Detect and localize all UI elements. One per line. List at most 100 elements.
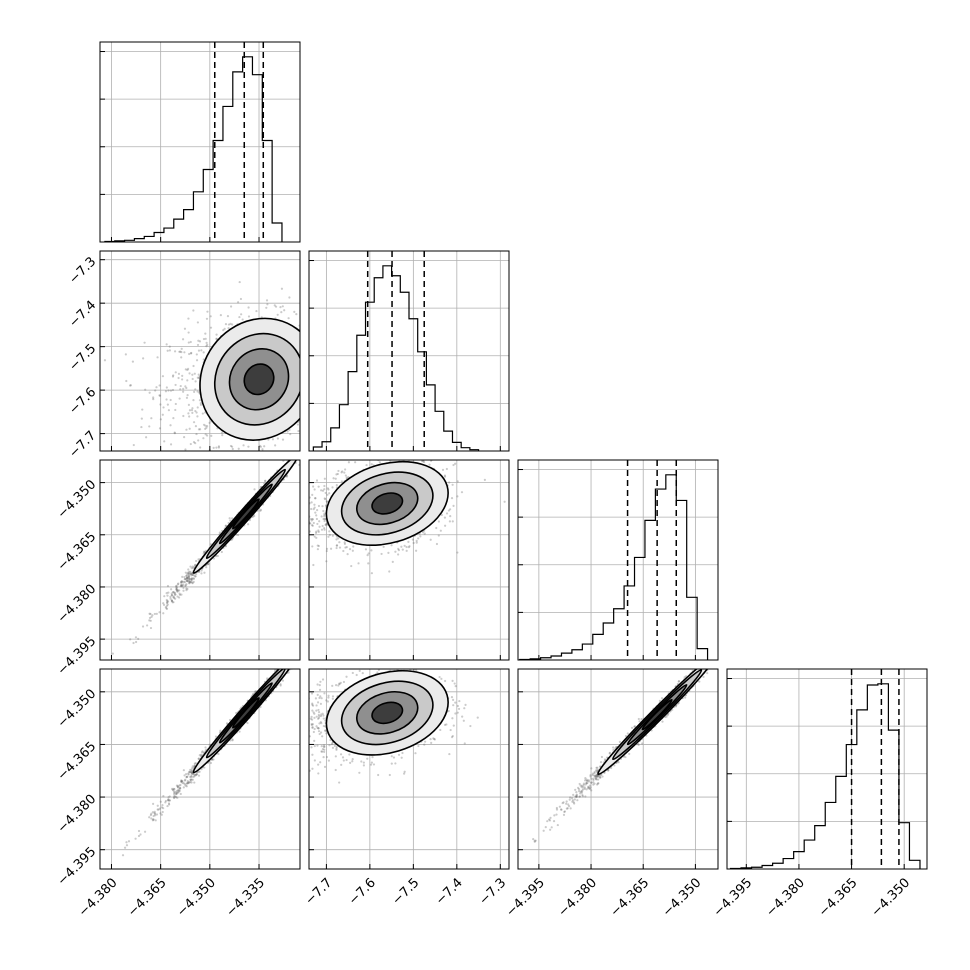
sample-point [192, 421, 196, 424]
sample-point [405, 549, 408, 552]
sample-point [315, 401, 317, 403]
sample-point [293, 502, 295, 504]
sample-point [202, 337, 206, 341]
sample-point [300, 445, 302, 447]
sample-point [190, 578, 193, 581]
sample-point [169, 443, 173, 446]
sample-point [315, 390, 317, 392]
sample-point [296, 457, 298, 459]
sample-point [429, 538, 432, 541]
sample-point [183, 351, 186, 354]
sample-point [302, 438, 304, 440]
sample-point [293, 310, 296, 313]
y-tick-label: −4.365 [55, 529, 100, 574]
sample-point [154, 389, 157, 392]
sample-point [187, 574, 190, 578]
sample-point [276, 437, 279, 440]
sample-point [184, 571, 187, 574]
sample-point [236, 301, 240, 304]
sample-point [181, 338, 185, 341]
sample-point [190, 579, 193, 582]
sample-point [224, 322, 228, 326]
sample-point [140, 425, 143, 429]
sample-point [193, 390, 196, 393]
sample-point [449, 514, 452, 518]
sample-point [313, 488, 316, 491]
sample-point [287, 522, 289, 524]
panel-2-2 [517, 459, 719, 661]
sample-point [264, 479, 267, 482]
sample-point [324, 491, 327, 495]
sample-point [164, 390, 168, 393]
sample-point [219, 314, 222, 317]
sample-point [175, 589, 179, 592]
sample-point [189, 570, 192, 574]
sample-point [271, 509, 273, 511]
sample-point [175, 586, 178, 589]
sample-point [286, 495, 288, 497]
sample-point [205, 426, 208, 429]
sample-point [303, 521, 305, 523]
sample-point [187, 572, 190, 575]
sample-point [189, 580, 193, 584]
sample-point [172, 374, 175, 377]
sample-point [186, 577, 189, 580]
sample-point [302, 343, 304, 345]
sample-point [205, 345, 208, 348]
sample-point [298, 457, 300, 459]
sample-point [338, 541, 341, 544]
sample-point [191, 565, 194, 568]
sample-point [303, 525, 305, 527]
sample-point [300, 442, 302, 444]
sample-point [158, 611, 161, 614]
panel-frame [99, 41, 301, 243]
sample-point [178, 350, 181, 353]
sample-point [321, 360, 323, 362]
sample-point [178, 787, 181, 790]
sample-point [300, 381, 302, 383]
sample-point [192, 574, 195, 577]
sample-point [344, 468, 347, 471]
sample-point [283, 488, 285, 490]
sample-point [173, 431, 176, 434]
sample-point [212, 557, 216, 560]
sample-point [165, 598, 168, 602]
sample-point [315, 404, 317, 406]
sample-point [304, 375, 306, 377]
sample-point [199, 428, 202, 431]
sample-point [297, 453, 299, 455]
sample-point [152, 396, 155, 399]
sample-point [280, 287, 284, 290]
sample-point [229, 305, 233, 308]
sample-point [203, 571, 206, 574]
sample-point [174, 597, 177, 600]
sample-point [311, 361, 313, 363]
sample-point [268, 452, 270, 454]
density-0-3 [121, 669, 300, 857]
sample-point [187, 571, 190, 574]
sample-point [284, 529, 286, 531]
sample-point [188, 577, 191, 580]
sample-point [304, 412, 306, 414]
sample-point [218, 531, 221, 534]
sample-point [328, 384, 330, 386]
sample-point [170, 599, 173, 603]
sample-point [456, 495, 459, 498]
sample-point [323, 519, 326, 523]
sample-point [170, 599, 173, 602]
sample-point [125, 379, 128, 383]
sample-point [435, 526, 438, 530]
sample-point [167, 591, 170, 594]
sample-point [297, 498, 299, 500]
sample-point [253, 514, 256, 518]
sample-point [302, 395, 304, 397]
sample-point [323, 512, 326, 515]
sample-point [148, 619, 151, 622]
sample-point [158, 465, 160, 467]
sample-point [318, 384, 320, 386]
sample-point [146, 624, 149, 627]
sample-point [182, 583, 185, 586]
sample-point [184, 368, 187, 371]
sample-point [443, 516, 447, 519]
sample-point [443, 475, 447, 478]
